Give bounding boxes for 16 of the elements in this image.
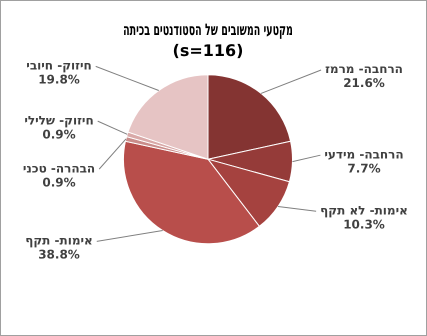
slice-label: הבהרה- טכני (22, 161, 96, 176)
data-label: 38.8% (38, 248, 80, 262)
chart-subtitle: (s=116) (172, 40, 244, 60)
data-label: 21.6% (343, 76, 385, 90)
slice-label: אימות- לא תקף (320, 203, 408, 218)
data-label: 19.8% (38, 72, 80, 86)
slice-label: הרחבה- מרמז (325, 62, 403, 76)
slice-label: הרחבה- מידעי (324, 147, 404, 162)
data-label: 7.7% (347, 161, 381, 176)
data-label: 10.3% (343, 217, 385, 232)
data-label: 0.9% (42, 175, 76, 190)
chart-title: מקטעי המשובים של הסטודנטים בכיתה (123, 21, 293, 40)
slice-label: אימות- תקף (25, 234, 93, 248)
slice-label: חיזוק- שלילי (24, 113, 94, 128)
slice-label: חיזוק- חיובי (26, 58, 92, 72)
data-label: 0.9% (42, 127, 76, 142)
